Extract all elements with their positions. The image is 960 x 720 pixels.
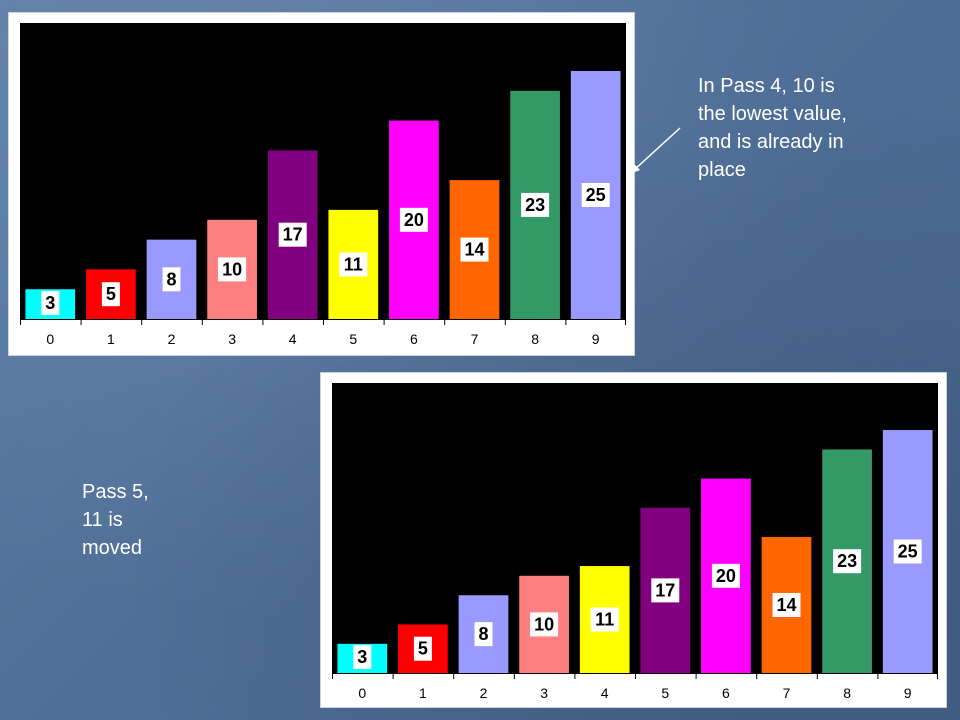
x-tick-label: 6: [722, 685, 730, 701]
pass5-chart-panel: 3 0 5 1 8 2 10 3 11 4 17 5 20 6 14 7 23 8 25 9: [320, 372, 947, 708]
x-tick-label: 7: [471, 331, 479, 347]
data-label-box: [651, 578, 680, 603]
x-tick-label: 1: [107, 331, 115, 347]
data-label: 10: [222, 259, 242, 279]
data-label: 8: [478, 624, 488, 644]
data-label: 5: [106, 284, 116, 304]
annotation-line: moved: [82, 537, 143, 559]
x-tick-label: 8: [531, 331, 539, 347]
x-tick-label: 2: [480, 685, 488, 701]
data-label-box: [101, 282, 120, 307]
x-tick-label: 4: [601, 685, 609, 701]
x-tick-label: 0: [358, 685, 366, 701]
x-tick-label: 9: [592, 331, 600, 347]
x-tick-label: 0: [46, 331, 54, 347]
data-label-box: [339, 252, 368, 277]
data-label-box: [521, 192, 550, 217]
x-tick-label: 5: [661, 685, 669, 701]
data-label-box: [218, 257, 247, 282]
data-label-box: [353, 645, 372, 669]
data-label-box: [833, 549, 862, 574]
data-label: 3: [357, 647, 367, 667]
data-label-box: [460, 237, 489, 262]
annotation-line: 11 is: [82, 509, 123, 531]
x-tick-label: 4: [289, 331, 297, 347]
data-label-box: [41, 291, 60, 315]
pass4-annotation: In Pass 4, 10 is the lowest value, and i…: [698, 72, 948, 184]
data-label: 10: [534, 614, 554, 634]
pass4-bar-chart: 3 0 5 1 8 2 10 3 17 4 11 5 20 6 14 7 23 8 25 9: [20, 71, 626, 347]
data-label: 17: [283, 225, 303, 245]
data-label: 20: [404, 210, 424, 230]
data-label: 23: [837, 551, 857, 571]
data-label: 23: [525, 195, 545, 215]
data-label-box: [893, 539, 922, 564]
data-label-box: [474, 622, 493, 647]
x-tick-label: 1: [419, 685, 427, 701]
pass4-chart-panel: 3 0 5 1 8 2 10 3 17 4 11 5 20 6 14 7 23 8 25 9: [8, 12, 635, 356]
data-label: 3: [45, 293, 55, 313]
x-tick-label: 3: [540, 685, 548, 701]
data-label-box: [711, 563, 740, 588]
annotation-line: Pass 5,: [82, 481, 149, 503]
data-label-box: [278, 222, 307, 247]
x-tick-label: 7: [783, 685, 791, 701]
pointer-arrow-icon: [630, 127, 681, 174]
pass5-annotation: Pass 5, 11 is moved: [82, 478, 282, 562]
x-tick-label: 5: [349, 331, 357, 347]
data-label-box: [530, 612, 559, 637]
annotation-line: and is already in: [698, 131, 844, 153]
annotation-line: In Pass 4, 10 is: [698, 75, 835, 97]
x-tick-label: 9: [904, 685, 912, 701]
x-tick-label: 8: [843, 685, 851, 701]
data-label: 25: [898, 542, 918, 562]
data-label-box: [590, 607, 619, 632]
data-label: 14: [464, 240, 484, 260]
data-label: 11: [595, 610, 614, 630]
data-label: 20: [716, 566, 736, 586]
data-label: 5: [418, 639, 428, 659]
data-label-box: [772, 592, 801, 617]
data-label-box: [399, 207, 428, 232]
data-label: 25: [586, 185, 606, 205]
data-label: 11: [344, 254, 363, 274]
data-label-box: [162, 267, 181, 292]
data-label: 14: [776, 595, 796, 615]
data-label-box: [581, 183, 610, 207]
x-tick-label: 2: [168, 331, 176, 347]
x-tick-label: 6: [410, 331, 418, 347]
data-label-box: [413, 636, 432, 661]
pass5-bar-chart: 3 0 5 1 8 2 10 3 11 4 17 5 20 6 14 7 23 8 25 9: [332, 430, 938, 701]
data-label: 8: [166, 269, 176, 289]
data-label: 17: [655, 580, 675, 600]
annotation-line: place: [698, 159, 746, 181]
x-tick-label: 3: [228, 331, 236, 347]
annotation-line: the lowest value,: [698, 103, 847, 125]
